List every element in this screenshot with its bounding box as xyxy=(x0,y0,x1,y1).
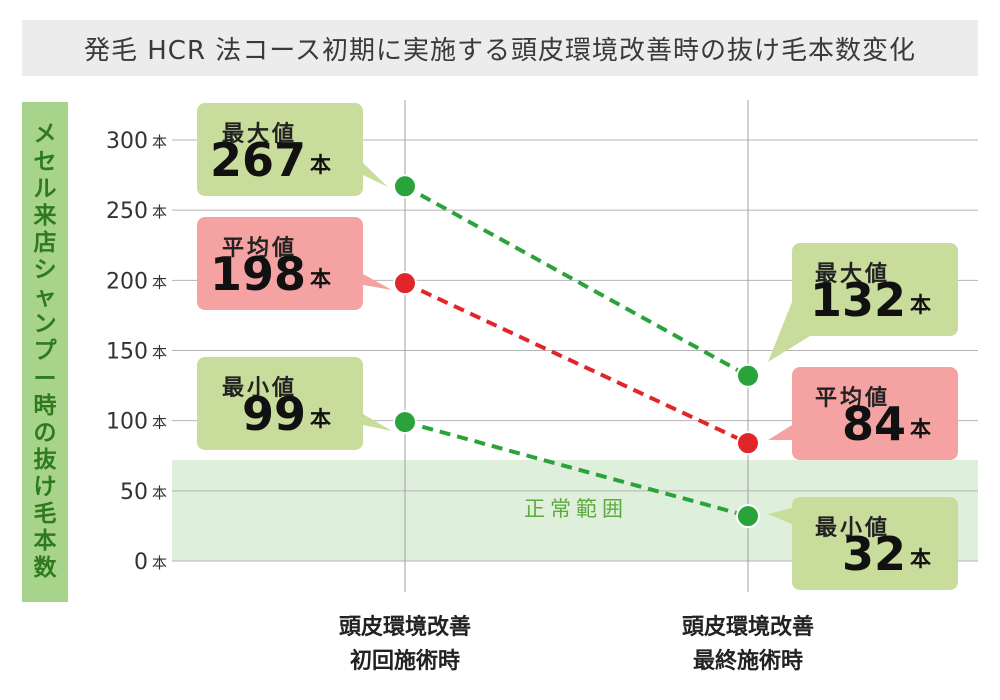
callout-value: 99 xyxy=(242,387,306,441)
y-axis-label-char: 抜 xyxy=(33,446,57,473)
y-axis-label-char: け xyxy=(33,474,57,501)
x-category-label: 頭皮環境改善 xyxy=(682,614,814,640)
callout-unit: 本 xyxy=(310,267,331,291)
callout-value: 84 xyxy=(842,397,906,451)
callout-series-name: 平均値 xyxy=(815,385,890,411)
callout-pointer xyxy=(363,414,392,431)
y-tick-unit: 本 xyxy=(152,203,167,221)
y-tick-label: 250 xyxy=(106,199,148,224)
callout-pointer xyxy=(768,508,792,524)
callout-series-name: 平均値 xyxy=(222,235,297,261)
y-axis-label-char: シ xyxy=(33,257,57,284)
y-axis-label-char: の xyxy=(33,419,57,446)
callout-series-name: 最大値 xyxy=(815,262,890,287)
series-line xyxy=(404,281,749,445)
callout-background xyxy=(197,103,363,196)
y-axis-label-char: ル xyxy=(33,175,57,202)
y-tick-label: 0 xyxy=(134,550,148,575)
y-axis-label-char: ャ xyxy=(33,284,57,311)
callout-pointer xyxy=(363,163,388,187)
callout-pointer xyxy=(363,274,392,290)
x-category-label: 初回施術時 xyxy=(350,648,460,674)
callout-unit: 本 xyxy=(910,417,931,441)
y-tick-unit: 本 xyxy=(152,133,167,151)
callout-series-name: 最小値 xyxy=(222,376,297,401)
y-tick-unit: 本 xyxy=(152,554,167,572)
callout-unit: 本 xyxy=(910,293,931,317)
y-axis-label-char: メ xyxy=(33,121,57,148)
callout-pointer xyxy=(768,302,810,362)
y-axis-label-char: 来 xyxy=(33,202,57,229)
callout-series-name: 最大値 xyxy=(222,122,297,147)
y-tick-unit: 本 xyxy=(152,344,167,362)
y-tick-unit: 本 xyxy=(152,273,167,291)
y-axis-label: メセル来店シャンプー時の抜け毛本数 xyxy=(22,102,68,602)
chart-title-bar: 発毛 HCR 法コース初期に実施する頭皮環境改善時の抜け毛本数変化 xyxy=(22,20,978,76)
y-axis-label-char: 時 xyxy=(33,392,57,419)
callout-background xyxy=(197,357,363,450)
callout-background xyxy=(792,497,958,590)
callout-background xyxy=(792,367,958,460)
y-tick-unit: 本 xyxy=(152,484,167,502)
data-point xyxy=(736,504,760,529)
callout-value: 267 xyxy=(210,133,306,187)
series-line xyxy=(404,420,749,519)
data-point xyxy=(736,363,760,388)
y-tick-label: 50 xyxy=(120,480,148,505)
callout-value: 198 xyxy=(210,247,306,301)
y-tick-label: 300 xyxy=(106,129,148,154)
data-point xyxy=(736,431,760,456)
callout-unit: 本 xyxy=(310,153,331,177)
callout-value: 32 xyxy=(842,527,906,581)
y-axis-label-char: セ xyxy=(33,148,57,175)
data-point xyxy=(393,410,417,435)
y-axis-label-char: ー xyxy=(33,365,57,392)
series-line xyxy=(404,184,749,378)
y-axis-label-char: 本 xyxy=(33,528,57,555)
y-axis-label-char: 数 xyxy=(33,555,57,582)
x-category-label: 最終施術時 xyxy=(693,648,803,674)
data-point xyxy=(393,271,417,296)
y-axis-label-char: 店 xyxy=(33,229,57,256)
y-tick-label: 200 xyxy=(106,269,148,294)
y-axis-label-char: ン xyxy=(33,311,57,338)
x-category-label: 頭皮環境改善 xyxy=(339,614,471,640)
y-axis-label-char: プ xyxy=(33,338,57,365)
callout-pointer xyxy=(768,425,792,440)
chart-title: 発毛 HCR 法コース初期に実施する頭皮環境改善時の抜け毛本数変化 xyxy=(83,35,916,66)
callout-background xyxy=(792,243,958,336)
callout-background xyxy=(197,217,363,310)
normal-range-label: 正常範囲 xyxy=(524,497,628,521)
callout-unit: 本 xyxy=(910,547,931,571)
callout-series-name: 最小値 xyxy=(815,516,890,541)
y-tick-label: 100 xyxy=(106,410,148,435)
y-tick-label: 150 xyxy=(106,340,148,365)
y-axis-label-char: 毛 xyxy=(33,501,57,528)
data-point xyxy=(393,174,417,199)
y-tick-unit: 本 xyxy=(152,414,167,432)
callout-unit: 本 xyxy=(310,407,331,431)
callout-value: 132 xyxy=(810,273,906,327)
